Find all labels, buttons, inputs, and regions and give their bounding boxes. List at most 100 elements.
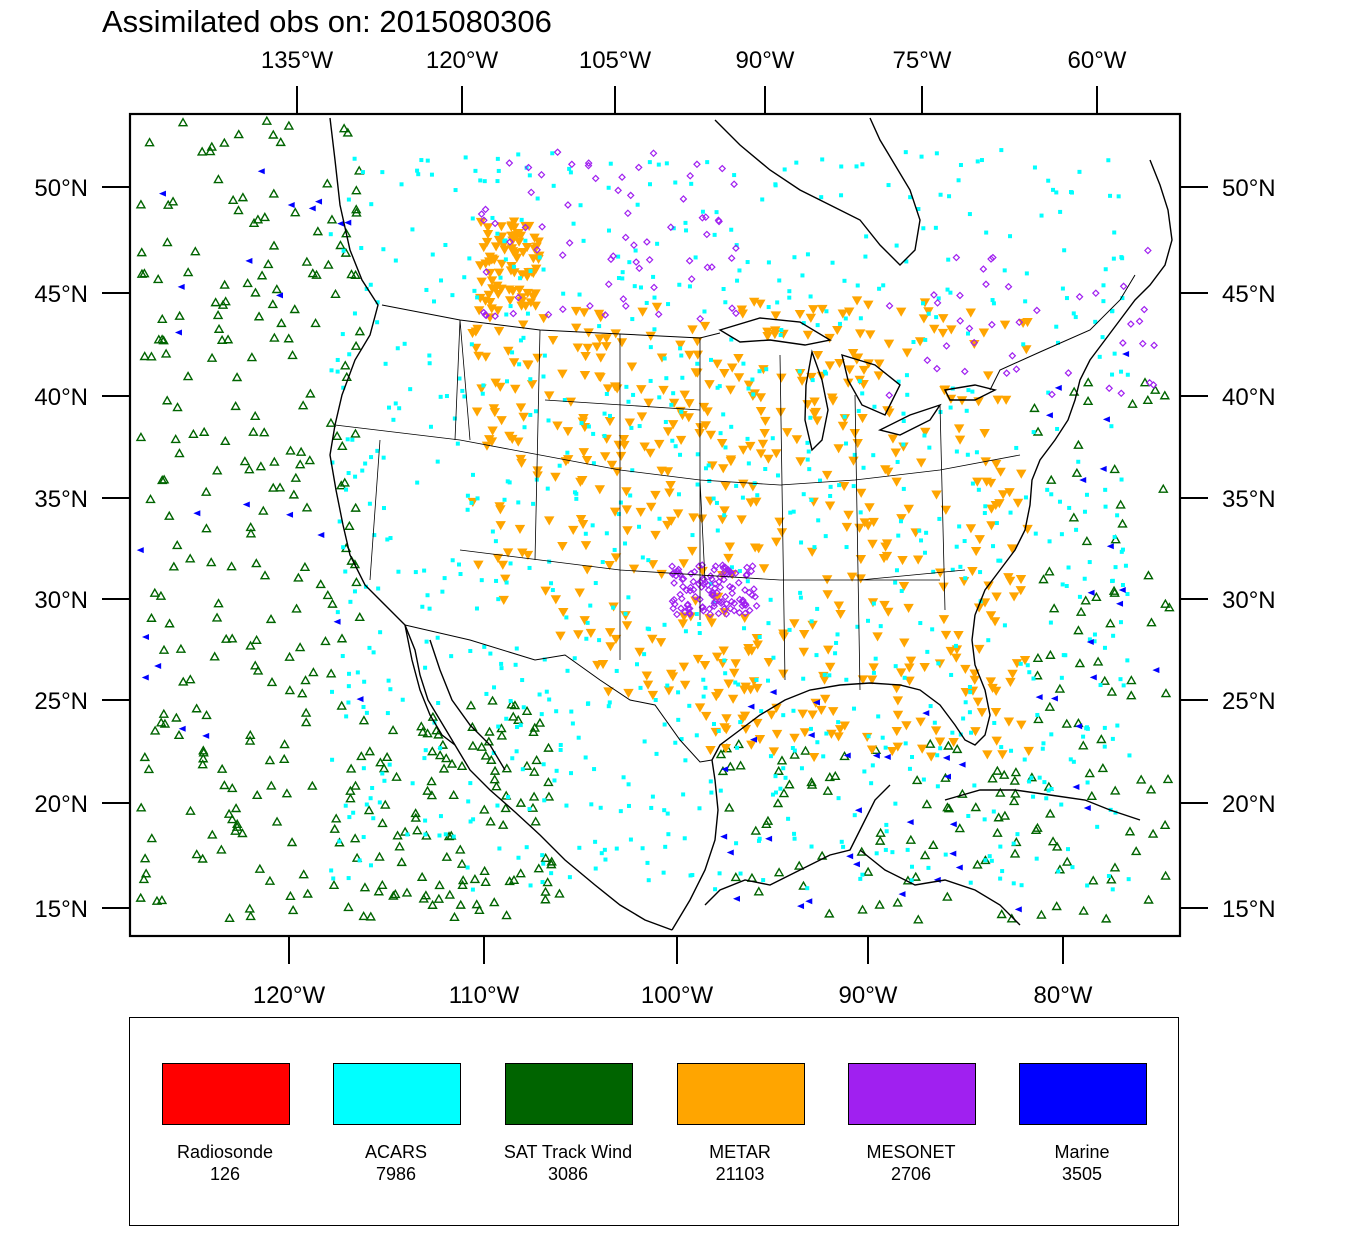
acars-mark <box>759 709 764 714</box>
mesonet-mark <box>988 320 996 329</box>
sat-track-wind-mark <box>359 882 371 892</box>
acars-mark <box>782 167 787 172</box>
sat-track-wind-mark <box>1032 652 1044 662</box>
sat-track-wind-mark <box>233 205 244 215</box>
acars-mark <box>628 493 633 498</box>
sat-track-wind-mark <box>441 851 453 861</box>
acars-mark <box>350 437 355 442</box>
sat-track-wind-mark <box>469 873 481 884</box>
top-lon-label: 75°W <box>893 47 952 74</box>
mesonet-mark <box>706 572 715 580</box>
sat-track-wind-mark <box>336 480 347 490</box>
sat-track-wind-mark <box>274 482 286 492</box>
sat-track-wind-mark <box>1143 894 1154 904</box>
metar-mark <box>776 373 787 383</box>
metar-mark <box>473 351 484 361</box>
metar-mark <box>647 634 658 644</box>
metar-mark <box>986 521 997 531</box>
metar-mark <box>811 416 823 426</box>
legend-item-mesonet: MESONET 2706 <box>816 1063 976 1184</box>
sat-track-wind-mark <box>381 751 393 762</box>
acars-mark <box>561 291 566 296</box>
metar-mark <box>838 482 850 492</box>
sat-track-wind-mark <box>301 256 313 266</box>
metar-mark <box>854 329 866 339</box>
metar-mark <box>496 259 508 269</box>
acars-mark <box>1125 592 1130 597</box>
acars-mark <box>602 433 607 438</box>
acars-mark <box>866 618 871 623</box>
metar-mark <box>522 360 533 370</box>
acars-mark <box>792 748 797 753</box>
acars-mark <box>1112 535 1117 540</box>
acars-mark <box>1027 779 1032 784</box>
acars-mark <box>435 459 440 464</box>
metar-mark <box>492 553 504 564</box>
metar-mark <box>798 647 810 657</box>
acars-mark <box>1076 459 1081 464</box>
metar-mark <box>1015 586 1026 596</box>
sat-track-wind-mark <box>350 502 361 512</box>
acars-mark <box>884 822 889 827</box>
left-lat-label: 35°N <box>34 486 88 513</box>
acars-mark <box>673 740 678 745</box>
metar-mark <box>488 404 500 414</box>
metar-mark <box>555 631 566 641</box>
mesonet-mark <box>685 604 694 613</box>
mesonet-mark <box>726 604 735 613</box>
acars-mark <box>886 183 891 188</box>
acars-mark <box>1087 637 1092 642</box>
metar-mark <box>557 369 568 379</box>
sat-track-wind-mark <box>528 726 539 737</box>
acars-mark <box>964 408 969 413</box>
mesonet-mark <box>1033 306 1041 315</box>
acars-mark <box>1125 658 1130 663</box>
acars-mark <box>916 207 921 212</box>
acars-mark <box>620 276 625 281</box>
metar-mark <box>833 732 844 742</box>
acars-mark <box>750 377 755 382</box>
acars-mark <box>1112 351 1117 356</box>
acars-mark <box>734 243 739 248</box>
sat-track-wind-mark <box>136 247 147 257</box>
metar-mark <box>704 380 715 390</box>
sat-track-wind-mark <box>344 520 355 530</box>
acars-mark <box>1093 319 1098 324</box>
acars-mark <box>799 766 804 771</box>
metar-mark <box>547 336 559 346</box>
sat-track-wind-mark <box>433 893 445 903</box>
metar-mark <box>759 429 770 439</box>
sat-track-wind-mark <box>226 633 238 643</box>
sat-track-wind-mark <box>304 455 316 465</box>
acars-mark <box>664 161 669 166</box>
sat-track-wind-mark <box>1032 426 1044 436</box>
sat-track-wind-mark <box>226 814 238 824</box>
marine-mark <box>733 895 741 902</box>
acars-mark <box>663 844 668 849</box>
sat-track-wind-mark <box>139 351 150 361</box>
us-canada-border <box>381 304 721 339</box>
sat-track-wind-mark <box>1158 483 1169 493</box>
metar-mark <box>847 348 859 359</box>
metar-mark <box>1004 488 1015 498</box>
metar-mark <box>508 358 520 368</box>
mesonet-mark <box>735 608 744 617</box>
sat-track-wind-mark <box>862 866 874 876</box>
acars-mark <box>919 154 924 159</box>
acars-mark <box>874 851 879 856</box>
acars-mark <box>341 248 346 253</box>
metar-mark <box>679 390 690 400</box>
metar-mark <box>758 564 770 574</box>
metar-mark <box>694 703 706 713</box>
sat-track-wind-mark <box>245 528 257 538</box>
mesonet-mark <box>745 588 754 597</box>
acars-mark <box>880 735 885 740</box>
sat-track-wind-mark <box>212 309 224 320</box>
acars-mark <box>945 287 950 292</box>
metar-mark <box>868 663 879 673</box>
sat-track-wind-mark <box>209 651 220 661</box>
acars-mark <box>598 805 603 810</box>
acars-mark <box>1042 780 1047 785</box>
acars-mark <box>717 384 722 389</box>
sat-track-wind-mark <box>258 505 269 515</box>
